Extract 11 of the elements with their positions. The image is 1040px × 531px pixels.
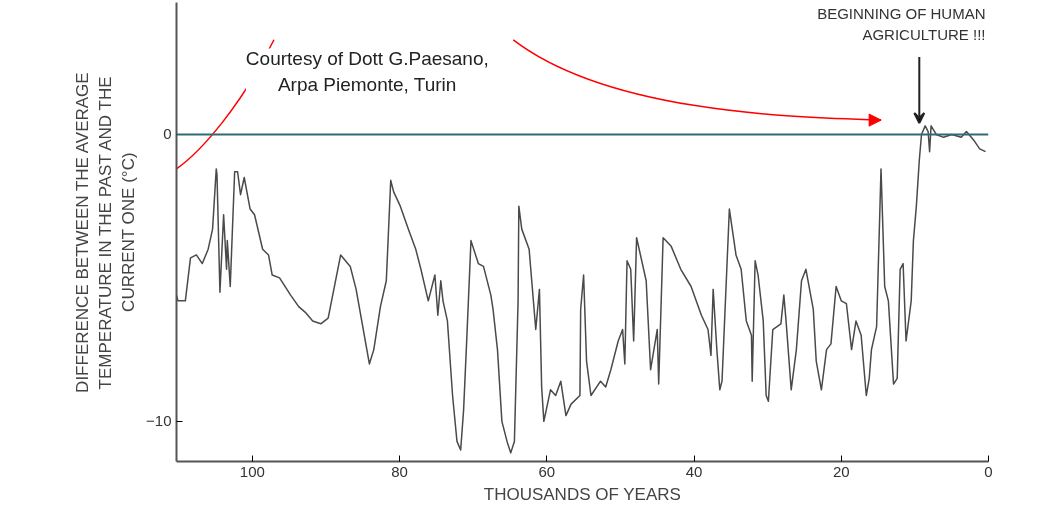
x-tick-label: 0: [984, 462, 993, 480]
annotation: Courtesy of Dott G.Paesano, Arpa Piemonte, Turin: [245, 48, 489, 95]
x-tick-label: 60: [538, 462, 556, 480]
x-tick-label: 80: [391, 462, 408, 480]
y-axis-title: DIFFERENCE BETWEEN THE AVERAGE TEMPERATURE IN THE PAST AND THE CURRENT ONE (°C): [73, 72, 139, 393]
x-tick-label: 20: [832, 462, 850, 480]
annotation: BEGINNING OF HUMAN AGRICULTURE !!!: [817, 5, 986, 43]
x-tick-label: 100: [239, 462, 265, 480]
x-axis-title: THOUSANDS OF YEARS: [483, 484, 681, 504]
y-tick-label: −10: [146, 412, 172, 430]
x-tick-label: 40: [685, 462, 703, 480]
